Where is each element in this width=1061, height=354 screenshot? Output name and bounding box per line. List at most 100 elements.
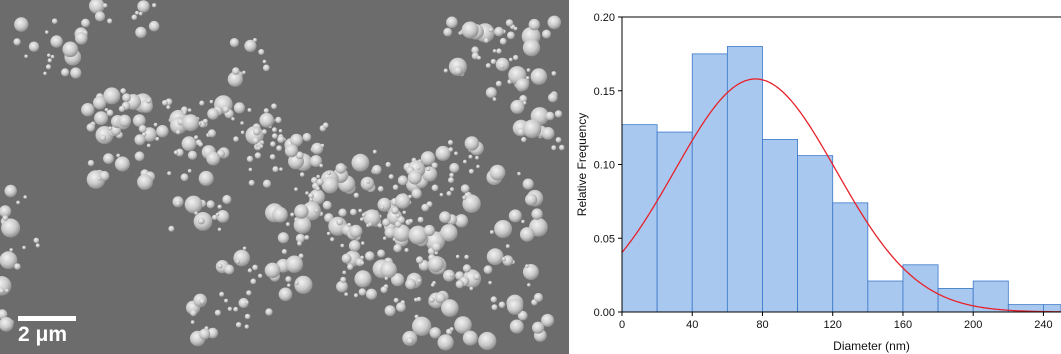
- particle: [454, 151, 458, 156]
- particle: [353, 293, 359, 298]
- particle: [250, 278, 257, 285]
- particle: [391, 206, 399, 215]
- particle: [181, 136, 197, 152]
- particle: [485, 87, 497, 99]
- particle: [254, 152, 262, 159]
- particle: [492, 97, 497, 102]
- particle: [236, 259, 240, 264]
- particle: [505, 244, 510, 249]
- particle: [372, 164, 382, 175]
- particle: [285, 255, 304, 273]
- particle: [450, 273, 454, 277]
- particle: [350, 208, 357, 216]
- particle: [462, 330, 478, 346]
- particle: [521, 219, 525, 224]
- particle: [263, 108, 269, 114]
- x-tick-label: 40: [686, 319, 698, 331]
- particle: [24, 54, 28, 59]
- particle: [336, 218, 344, 226]
- particle: [278, 287, 293, 302]
- particle: [344, 292, 349, 297]
- particle: [259, 144, 264, 149]
- particle: [494, 220, 513, 238]
- particle: [448, 177, 454, 184]
- particle: [222, 194, 232, 205]
- particle: [420, 151, 436, 166]
- particle: [187, 150, 198, 160]
- particle: [153, 122, 158, 127]
- particle: [1, 218, 21, 238]
- particle: [483, 265, 493, 275]
- particle: [173, 150, 179, 155]
- particle: [89, 0, 105, 14]
- particle: [285, 276, 292, 283]
- particle: [181, 106, 188, 114]
- particle: [495, 57, 510, 72]
- particle: [137, 174, 153, 190]
- x-tick-label: 200: [964, 319, 982, 331]
- particle: [199, 328, 211, 340]
- particle: [405, 278, 417, 290]
- particle: [541, 126, 555, 140]
- particle: [271, 103, 277, 110]
- particle: [246, 290, 252, 296]
- particle: [385, 161, 391, 168]
- particle: [522, 264, 539, 280]
- particle: [311, 142, 324, 155]
- particle: [340, 243, 345, 248]
- particle: [336, 280, 348, 293]
- particle: [114, 156, 130, 172]
- particle: [395, 193, 411, 209]
- particle: [462, 195, 467, 200]
- particle: [462, 264, 471, 273]
- y-ticks: 0.00 0.05 0.10 0.15 0.20: [594, 12, 622, 319]
- particle: [463, 159, 467, 164]
- particle: [277, 232, 289, 244]
- particle: [393, 297, 399, 303]
- particle: [99, 170, 110, 181]
- particle: [212, 214, 218, 221]
- particle: [440, 224, 458, 242]
- particle: [187, 108, 192, 112]
- particle: [380, 261, 397, 279]
- y-tick-label: 0.20: [594, 12, 615, 24]
- particle: [407, 170, 422, 185]
- particle: [522, 119, 542, 139]
- particle: [50, 54, 55, 59]
- particle: [517, 310, 528, 321]
- particle: [522, 39, 541, 57]
- particle: [290, 133, 303, 147]
- particle: [448, 147, 454, 153]
- particle: [468, 168, 474, 174]
- particle: [412, 316, 432, 336]
- particle: [81, 103, 95, 117]
- particle: [394, 221, 402, 228]
- particle: [284, 144, 298, 158]
- particle: [377, 186, 384, 192]
- particle: [182, 110, 187, 115]
- particle: [134, 134, 146, 146]
- particle: [262, 64, 270, 72]
- particle: [207, 108, 219, 120]
- particle: [363, 209, 381, 227]
- particle: [417, 216, 424, 223]
- particle: [517, 171, 521, 176]
- particle: [469, 286, 474, 291]
- particle: [490, 58, 497, 65]
- particle: [507, 31, 515, 40]
- particle: [338, 208, 347, 217]
- particle: [272, 127, 277, 133]
- particle: [449, 187, 455, 192]
- particle: [134, 151, 145, 162]
- particle: [449, 327, 454, 332]
- particle: [199, 100, 205, 106]
- particle: [388, 174, 394, 180]
- particle: [309, 189, 325, 205]
- particle: [308, 193, 314, 199]
- particle: [486, 248, 504, 266]
- particle: [146, 98, 152, 104]
- particle: [246, 155, 254, 163]
- particle: [197, 217, 205, 225]
- particle: [0, 309, 8, 320]
- particle: [206, 200, 215, 209]
